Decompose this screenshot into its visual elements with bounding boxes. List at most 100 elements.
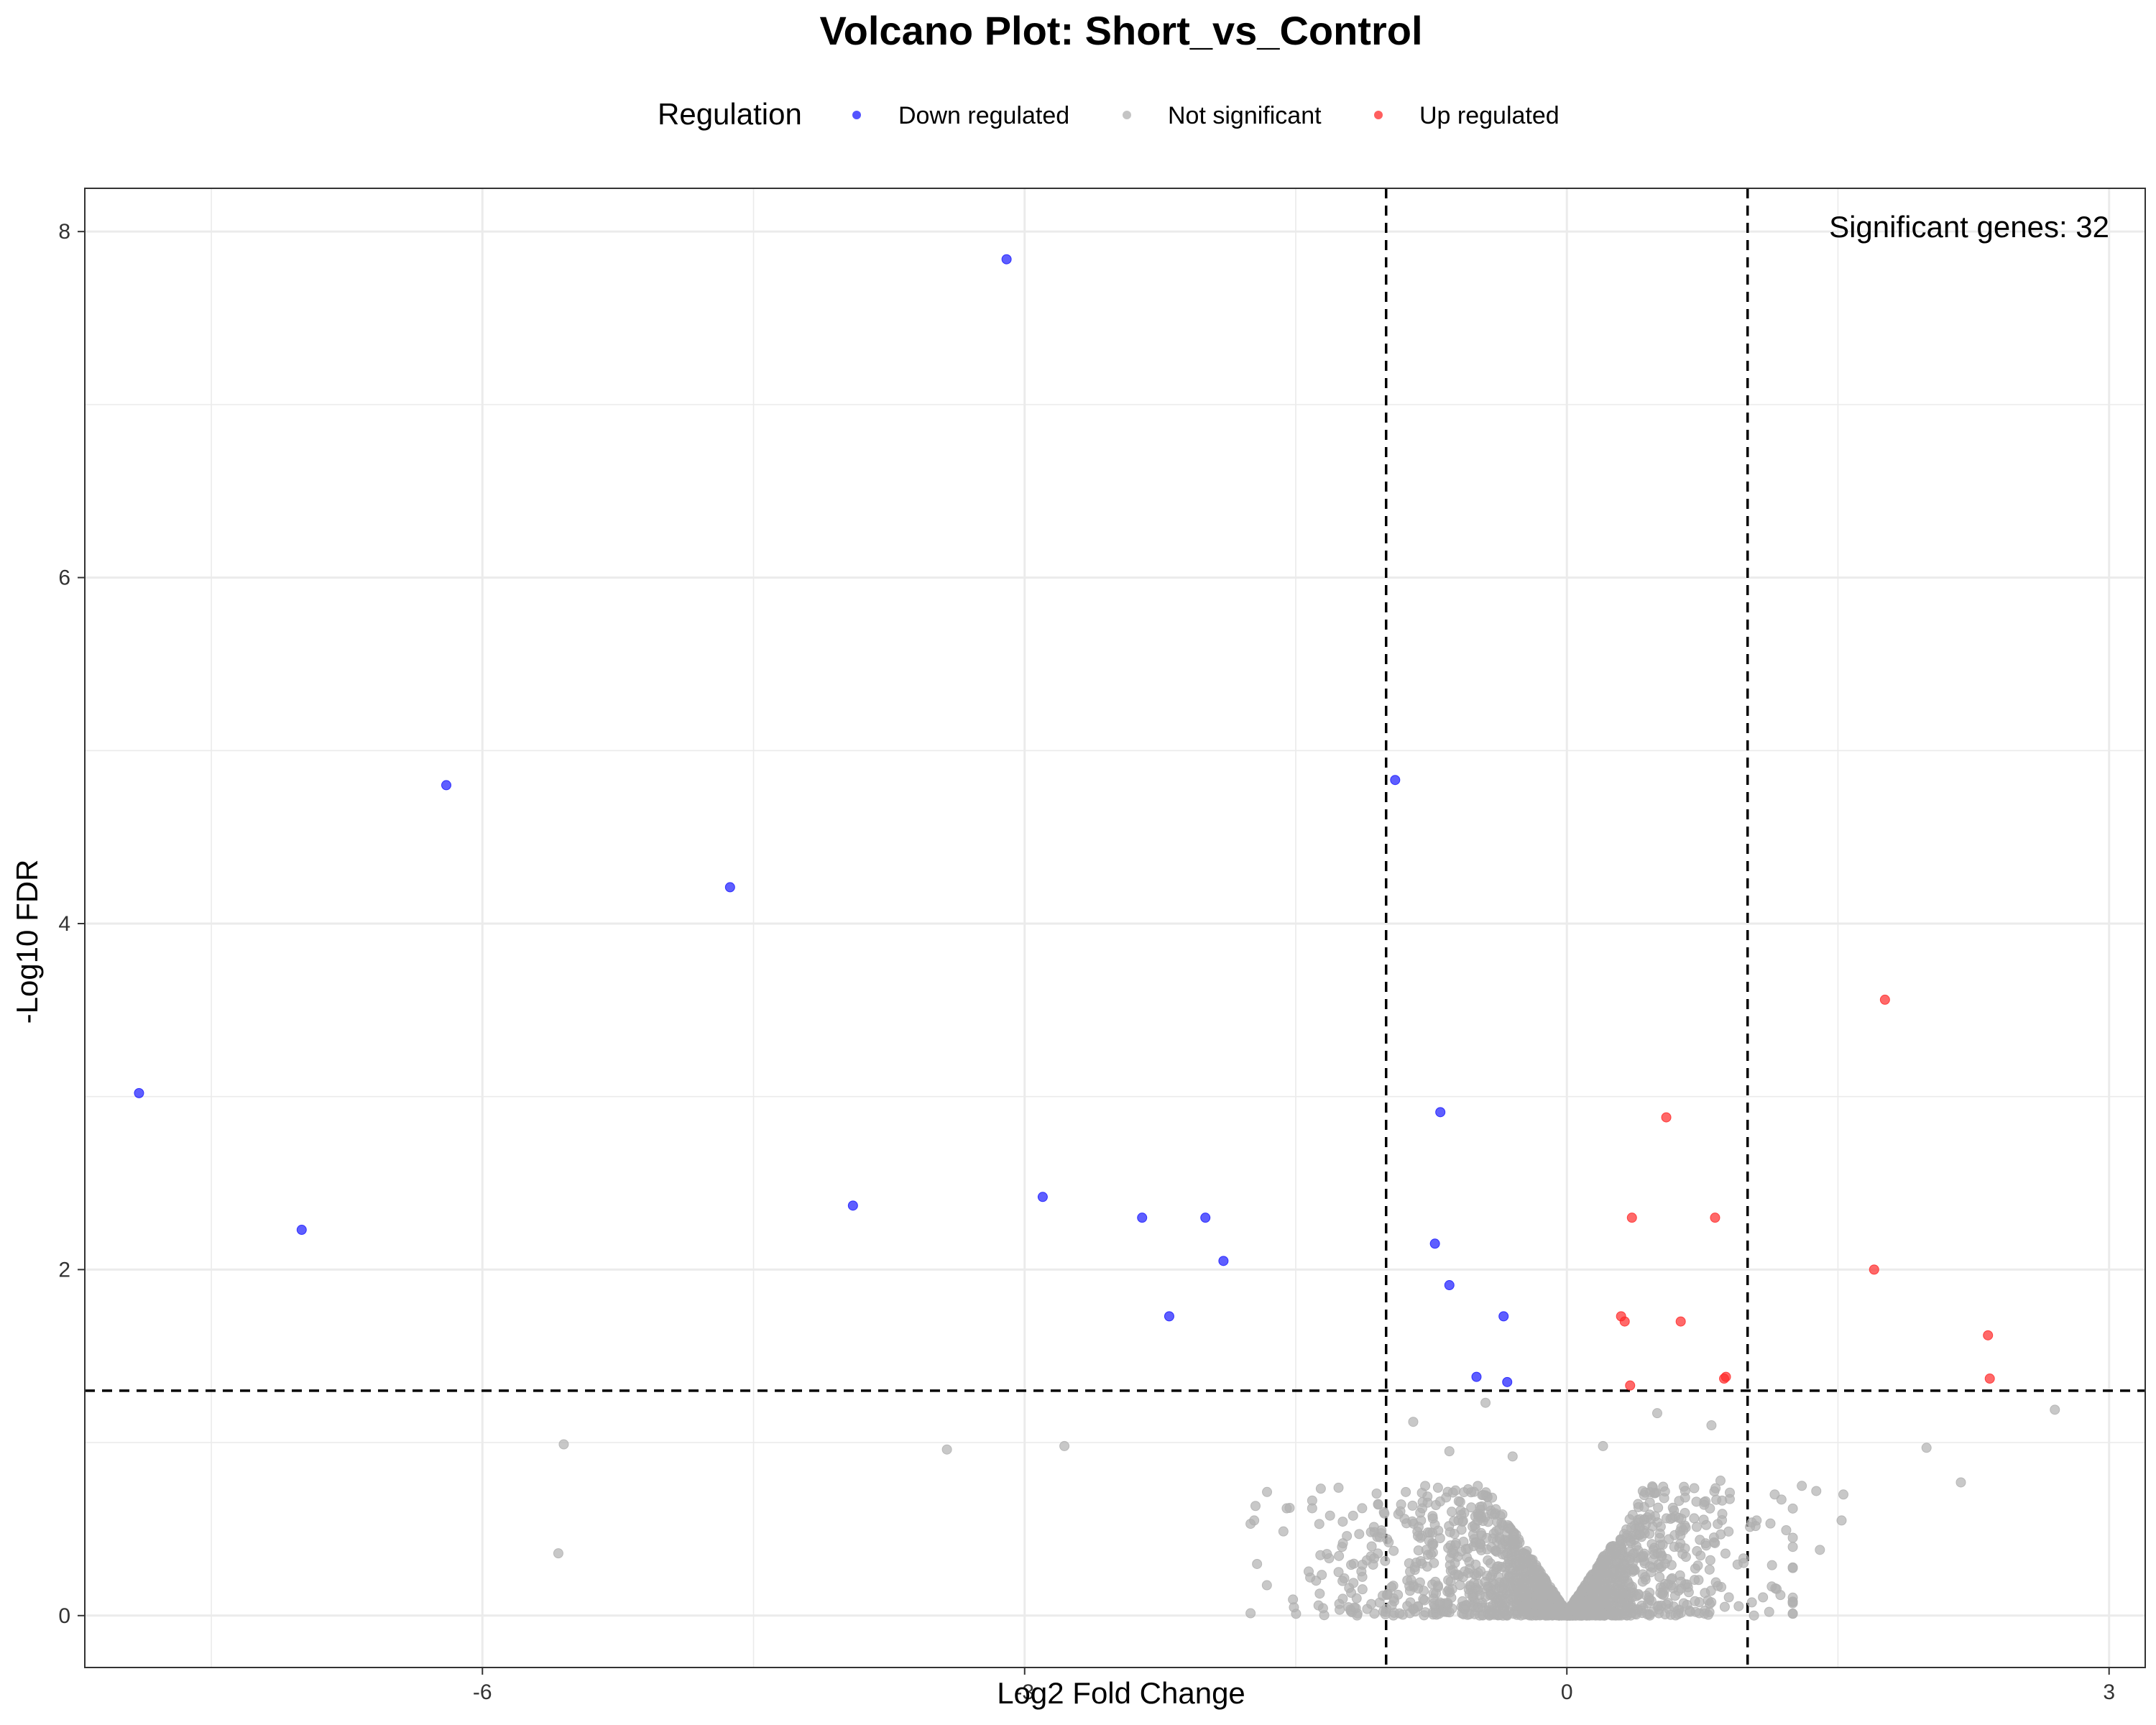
point-not-significant <box>1468 1486 1479 1497</box>
y-tick-label: 2 <box>58 1258 70 1282</box>
point-not-significant <box>553 1548 563 1559</box>
point-up-regulated <box>1675 1316 1686 1327</box>
point-not-significant <box>2050 1404 2060 1415</box>
point-not-significant <box>1408 1417 1419 1427</box>
legend-dot-up <box>1374 111 1383 119</box>
point-not-significant <box>1305 1572 1316 1583</box>
point-not-significant <box>1334 1550 1345 1561</box>
point-up-regulated <box>1879 994 1890 1005</box>
point-down-regulated <box>847 1200 858 1211</box>
point-not-significant <box>1412 1531 1423 1542</box>
point-not-significant <box>1724 1494 1735 1504</box>
point-not-significant <box>1618 1588 1629 1599</box>
point-up-regulated <box>1710 1213 1720 1223</box>
point-not-significant <box>1516 1591 1527 1601</box>
point-not-significant <box>1623 1578 1634 1589</box>
point-not-significant <box>1419 1610 1429 1621</box>
point-not-significant <box>1638 1603 1649 1614</box>
point-not-significant <box>1482 1581 1493 1592</box>
point-not-significant <box>1653 1559 1664 1570</box>
point-not-significant <box>1482 1544 1493 1555</box>
point-not-significant <box>1366 1541 1377 1552</box>
point-not-significant <box>1427 1540 1438 1550</box>
point-not-significant <box>1337 1538 1348 1549</box>
point-not-significant <box>1749 1610 1759 1621</box>
point-not-significant <box>1647 1482 1658 1493</box>
point-not-significant <box>1366 1598 1377 1609</box>
point-down-regulated <box>1444 1280 1455 1291</box>
point-not-significant <box>1624 1514 1635 1524</box>
x-tick-label: -3 <box>1015 1680 1034 1704</box>
point-not-significant <box>1357 1571 1368 1582</box>
x-tick-label: -6 <box>473 1680 492 1704</box>
point-not-significant <box>1322 1549 1332 1560</box>
point-not-significant <box>1595 1572 1606 1583</box>
point-not-significant <box>1476 1512 1487 1522</box>
point-not-significant <box>1676 1514 1687 1524</box>
point-not-significant <box>1545 1582 1556 1593</box>
point-not-significant <box>1466 1502 1477 1513</box>
point-not-significant <box>1262 1486 1273 1497</box>
point-not-significant <box>1719 1601 1730 1612</box>
y-tick-label: 0 <box>58 1604 70 1628</box>
point-not-significant <box>1711 1494 1722 1505</box>
point-not-significant <box>1348 1510 1358 1521</box>
y-tick-label: 4 <box>58 912 70 936</box>
point-not-significant <box>1769 1489 1780 1500</box>
point-down-regulated <box>1390 775 1401 786</box>
point-up-regulated <box>1983 1330 1994 1340</box>
point-not-significant <box>1379 1508 1390 1519</box>
point-not-significant <box>1615 1553 1626 1564</box>
point-not-significant <box>1733 1601 1744 1611</box>
point-not-significant <box>1397 1609 1408 1620</box>
point-down-regulated <box>724 882 735 893</box>
legend-dot-down <box>852 111 861 119</box>
point-not-significant <box>1447 1565 1458 1576</box>
point-not-significant <box>1654 1532 1665 1543</box>
point-not-significant <box>1357 1559 1368 1570</box>
point-not-significant <box>1459 1487 1470 1498</box>
point-down-regulated <box>1498 1311 1509 1322</box>
point-not-significant <box>1787 1563 1798 1573</box>
point-not-significant <box>1955 1477 1966 1488</box>
point-not-significant <box>1625 1536 1636 1547</box>
point-not-significant <box>1420 1481 1431 1491</box>
point-not-significant <box>1776 1494 1787 1505</box>
point-not-significant <box>1787 1608 1798 1619</box>
point-not-significant <box>1691 1522 1702 1532</box>
point-not-significant <box>1494 1524 1505 1535</box>
point-not-significant <box>1704 1564 1715 1575</box>
point-not-significant <box>1644 1509 1655 1520</box>
point-not-significant <box>1411 1558 1422 1568</box>
point-not-significant <box>1401 1486 1411 1497</box>
point-not-significant <box>1644 1610 1655 1621</box>
x-tick-label: 3 <box>2103 1680 2115 1704</box>
point-not-significant <box>1701 1519 1712 1530</box>
point-not-significant <box>1369 1553 1380 1564</box>
point-not-significant <box>1516 1578 1527 1589</box>
data-points <box>134 254 2060 1621</box>
point-down-regulated <box>1429 1238 1440 1249</box>
point-up-regulated <box>1625 1380 1636 1391</box>
y-axis-label: -Log10 FDR <box>10 860 44 1024</box>
point-not-significant <box>1252 1558 1263 1569</box>
point-not-significant <box>1401 1518 1412 1529</box>
point-not-significant <box>1653 1502 1664 1513</box>
point-not-significant <box>1457 1608 1468 1619</box>
point-down-regulated <box>1471 1371 1482 1382</box>
point-not-significant <box>1836 1515 1847 1526</box>
point-not-significant <box>1348 1558 1359 1569</box>
point-not-significant <box>1797 1481 1807 1491</box>
point-not-significant <box>1787 1542 1798 1552</box>
legend-label-down: Down regulated <box>898 102 1069 129</box>
point-not-significant <box>1281 1503 1292 1514</box>
point-not-significant <box>1261 1580 1272 1591</box>
point-not-significant <box>1658 1481 1669 1492</box>
point-not-significant <box>1422 1527 1433 1538</box>
point-not-significant <box>1621 1568 1631 1579</box>
point-not-significant <box>1715 1529 1726 1540</box>
point-not-significant <box>1325 1510 1335 1521</box>
point-down-regulated <box>296 1225 307 1236</box>
point-up-regulated <box>1984 1374 1995 1384</box>
